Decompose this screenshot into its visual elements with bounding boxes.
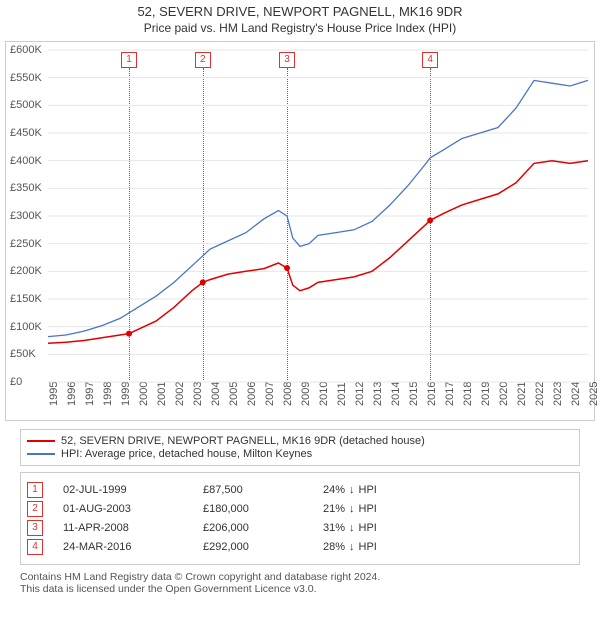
event-badge: 3	[27, 520, 43, 536]
y-axis-label: £200K	[10, 265, 42, 277]
sale-event-row: 4 24-MAR-2016£292,00028% ↓ HPI	[27, 539, 573, 555]
x-axis-label: 2023	[552, 382, 564, 406]
x-axis-label: 2006	[246, 382, 258, 406]
sale-event-row: 2 01-AUG-2003£180,00021% ↓ HPI	[27, 501, 573, 517]
diff-pct: 24%	[323, 484, 345, 496]
event-date: 11-APR-2008	[63, 522, 203, 534]
hpi-label: HPI	[359, 522, 377, 534]
legend-swatch	[27, 440, 55, 442]
y-axis-label: £400K	[10, 155, 42, 167]
x-axis-label: 2016	[426, 382, 438, 406]
y-axis-label: £0	[10, 376, 22, 388]
x-axis-label: 1995	[48, 382, 60, 406]
arrow-down-icon: ↓	[349, 503, 355, 515]
x-axis-label: 1997	[84, 382, 96, 406]
hpi-label: HPI	[359, 503, 377, 515]
sale-marker-dot	[126, 331, 132, 337]
event-date: 24-MAR-2016	[63, 541, 203, 553]
x-axis-label: 2014	[390, 382, 402, 406]
legend-item: 52, SEVERN DRIVE, NEWPORT PAGNELL, MK16 …	[27, 435, 573, 447]
x-axis-label: 2001	[156, 382, 168, 406]
event-hpi-diff: 28% ↓ HPI	[323, 541, 377, 553]
event-badge: 1	[27, 482, 43, 498]
legend-item: HPI: Average price, detached house, Milt…	[27, 448, 573, 460]
event-hpi-diff: 21% ↓ HPI	[323, 503, 377, 515]
x-axis-label: 2017	[444, 382, 456, 406]
x-axis-label: 2015	[408, 382, 420, 406]
x-axis-label: 2021	[516, 382, 528, 406]
arrow-down-icon: ↓	[349, 484, 355, 496]
x-axis-label: 2000	[138, 382, 150, 406]
sale-events-table: 1 02-JUL-1999£87,50024% ↓ HPI 2 01-AUG-2003£1…	[20, 472, 580, 565]
legend: 52, SEVERN DRIVE, NEWPORT PAGNELL, MK16 …	[20, 429, 580, 466]
event-date: 01-AUG-2003	[63, 503, 203, 515]
x-axis-label: 2019	[480, 382, 492, 406]
event-price: £180,000	[203, 503, 323, 515]
x-axis-label: 2002	[174, 382, 186, 406]
footer-line: Contains HM Land Registry data © Crown c…	[20, 571, 580, 583]
x-axis-label: 1998	[102, 382, 114, 406]
sale-marker-dot	[200, 279, 206, 285]
diff-pct: 21%	[323, 503, 345, 515]
sale-event-row: 3 11-APR-2008£206,00031% ↓ HPI	[27, 520, 573, 536]
page-subtitle: Price paid vs. HM Land Registry's House …	[0, 21, 600, 35]
y-axis-label: £100K	[10, 321, 42, 333]
y-axis-label: £300K	[10, 210, 42, 222]
x-axis-label: 2008	[282, 382, 294, 406]
hpi-label: HPI	[359, 541, 377, 553]
legend-label: 52, SEVERN DRIVE, NEWPORT PAGNELL, MK16 …	[61, 435, 425, 447]
x-axis-label: 2020	[498, 382, 510, 406]
x-axis-label: 2011	[336, 382, 348, 406]
diff-pct: 31%	[323, 522, 345, 534]
event-badge: 2	[27, 501, 43, 517]
event-badge: 4	[27, 539, 43, 555]
event-hpi-diff: 31% ↓ HPI	[323, 522, 377, 534]
x-axis-label: 2022	[534, 382, 546, 406]
legend-label: HPI: Average price, detached house, Milt…	[61, 448, 312, 460]
x-axis-label: 2024	[570, 382, 582, 406]
x-axis-label: 2004	[210, 382, 222, 406]
y-axis-label: £350K	[10, 182, 42, 194]
y-axis-label: £450K	[10, 127, 42, 139]
y-axis-label: £550K	[10, 72, 42, 84]
event-price: £206,000	[203, 522, 323, 534]
x-axis-label: 2005	[228, 382, 240, 406]
event-price: £292,000	[203, 541, 323, 553]
x-axis-label: 2003	[192, 382, 204, 406]
x-axis-label: 2010	[318, 382, 330, 406]
page-title: 52, SEVERN DRIVE, NEWPORT PAGNELL, MK16 …	[0, 4, 600, 19]
y-axis-label: £500K	[10, 99, 42, 111]
event-price: £87,500	[203, 484, 323, 496]
x-axis-label: 2007	[264, 382, 276, 406]
legend-swatch	[27, 453, 55, 455]
y-axis-label: £150K	[10, 293, 42, 305]
event-date: 02-JUL-1999	[63, 484, 203, 496]
diff-pct: 28%	[323, 541, 345, 553]
x-axis-label: 1996	[66, 382, 78, 406]
series-hpi	[48, 80, 588, 336]
footer-attribution: Contains HM Land Registry data © Crown c…	[20, 571, 580, 595]
y-axis-label: £250K	[10, 238, 42, 250]
sale-marker-dot	[427, 217, 433, 223]
sale-marker-dot	[284, 265, 290, 271]
footer-line: This data is licensed under the Open Gov…	[20, 583, 580, 595]
sale-event-row: 1 02-JUL-1999£87,50024% ↓ HPI	[27, 482, 573, 498]
x-axis-label: 2009	[300, 382, 312, 406]
y-axis-label: £50K	[10, 348, 36, 360]
y-axis-label: £600K	[10, 44, 42, 56]
x-axis-label: 1999	[120, 382, 132, 406]
event-hpi-diff: 24% ↓ HPI	[323, 484, 377, 496]
x-axis-label: 2018	[462, 382, 474, 406]
x-axis-label: 2012	[354, 382, 366, 406]
hpi-label: HPI	[359, 484, 377, 496]
arrow-down-icon: ↓	[349, 522, 355, 534]
price-chart: £0 £50K £100K £150K £200K £250K £300K £350K £400…	[5, 41, 595, 421]
x-axis-label: 2013	[372, 382, 384, 406]
x-axis-label: 2025	[588, 382, 600, 406]
arrow-down-icon: ↓	[349, 541, 355, 553]
